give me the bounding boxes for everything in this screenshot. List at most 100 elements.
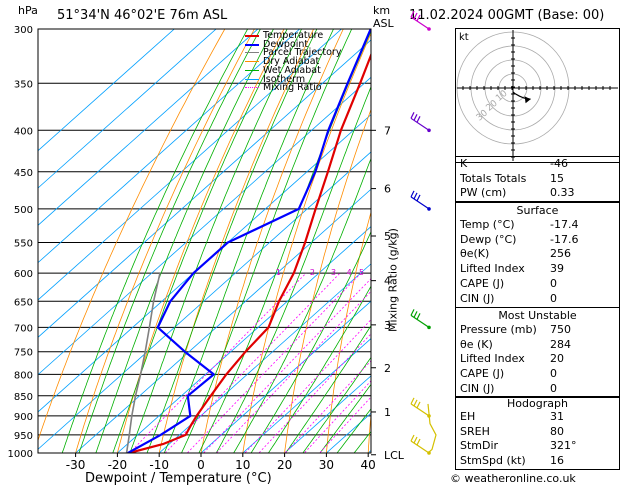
dry-adiabat-line [284,108,371,453]
isotherm-line [38,39,371,338]
surface-label: θe(K) [460,247,490,261]
hodo-label: StmDir [460,439,499,452]
surface-value: -17.4 [550,218,579,231]
hodo-value: 16 [550,453,564,467]
mixing-ratio-value: 2 [310,268,315,277]
isotherm-line [158,263,371,453]
legend-label: Dry Adiabat [263,56,320,68]
mixing-ratio-value: 20 [440,268,450,277]
asl-label: ASL [373,17,394,30]
temperature-profile [127,52,371,453]
index-label: Totals Totals [460,171,527,185]
pressure-tick-label: 1000 [8,449,33,460]
hodo-row: StmDir 321° [456,439,621,454]
wet-adiabat-line [250,230,371,453]
surface-box: Surface Temp (°C) -17.4 Dewp (°C) -17.6 θe… [455,202,620,308]
dry-adiabat-line [75,29,255,453]
wet-adiabat-line [129,29,303,453]
unstable-row: Pressure (mb) 750 [456,323,621,338]
isotherm-line [38,76,371,376]
wet-adiabat-line [95,29,274,453]
dry-adiabat-line [242,32,371,453]
surface-row: θe(K) 256 [456,247,621,262]
index-row: PW (cm) 0.33 [456,186,621,201]
hodo-row: SREH 80 [456,425,621,440]
isotherm-line [38,29,343,301]
wet-adiabat-line [319,383,371,453]
unstable-row: θe (K) 284 [456,338,621,353]
wet-adiabat-line [336,408,371,453]
surface-row: CIN (J) 0 [456,292,621,307]
legend-label: Dewpoint [263,38,309,50]
index-value: 15 [550,171,564,185]
pressure-tick-label: 500 [14,205,33,216]
pressure-tick-label: 750 [14,348,33,359]
pressure-tick-label: 650 [14,297,33,308]
chart-legend: Temperature Dewpoint Parcel Trajectory Dry … [243,31,373,93]
pressure-tick-label: 300 [14,25,33,36]
wind-barb [410,397,431,418]
dry-adiabat-line [38,29,226,442]
legend-label: Parcel Trajectory [263,47,342,59]
temperature-tick-label: 0 [197,458,205,472]
wet-adiabat-line [146,29,318,453]
unstable-row: CAPE (J) 0 [456,367,621,382]
isotherm-line [38,29,217,189]
index-label: PW (cm) [460,186,507,200]
surface-label: CAPE (J) [460,276,505,290]
temperature-tick-label: -30 [66,458,86,472]
pressure-tick-label: 400 [14,126,33,137]
dry-adiabat-line [200,29,344,453]
pressure-tick-label: 450 [14,168,33,179]
index-label: K [460,157,468,170]
mixing-ratio-line [186,272,362,453]
surface-value: 0 [550,276,557,290]
unstable-label: CIN (J) [460,381,495,395]
most-unstable-box: Most Unstable Pressure (mb) 750 θe (K) 284… [455,307,620,397]
isotherm-line [38,29,259,226]
temperature-tick-label: -10 [149,458,169,472]
unstable-value: 0 [550,367,557,381]
pressure-tick-label: 900 [14,412,33,423]
mixing-ratio-line [216,290,371,453]
mixing-ratio-value: 4 [347,268,352,277]
hodograph-unit-label: kt [459,32,469,43]
hodo-value: 321° [550,439,577,452]
isotherm-line [283,375,371,453]
most-unstable-title: Most Unstable [498,309,577,322]
index-value: 0.33 [550,186,575,200]
unstable-value: 0 [550,381,557,395]
hpa-axis-title: hPa [18,4,38,17]
km-tick-label: 4 [384,275,391,288]
dry-adiabat-line [158,29,315,453]
wind-barb [410,10,431,31]
mixing-ratio-line [203,278,371,453]
legend-swatch [245,52,259,54]
pressure-tick-label: 950 [14,431,33,442]
unstable-value: 20 [550,352,564,366]
wet-adiabat-line [285,325,371,453]
dry-adiabat-line [325,210,371,453]
mixing-ratio-value: 3 [331,268,336,277]
surface-value: 0 [550,291,557,305]
legend-label: Temperature [263,30,324,41]
wind-barb [410,190,431,211]
wind-barb [410,112,431,133]
wet-adiabat-line [61,29,249,453]
wet-adiabat-line [215,85,371,453]
legend-swatch [245,78,259,80]
surface-label: CIN (J) [460,291,495,305]
wind-barb [410,309,431,330]
wet-adiabat-line [112,29,288,453]
pressure-tick-label: 850 [14,392,33,403]
mixing-ratio-line [258,333,371,453]
km-tick-label: 5 [384,230,391,243]
surface-wind-trace [427,403,437,454]
pressure-tick-label: 800 [14,370,33,381]
km-tick-label: 1 [384,406,391,419]
temperature-tick-label: 30 [319,458,334,472]
surface-title: Surface [516,204,559,217]
surface-label: Dewp (°C) [460,232,517,246]
wet-adiabat-line [267,285,371,453]
hodograph-title: Hodograph [507,397,568,410]
